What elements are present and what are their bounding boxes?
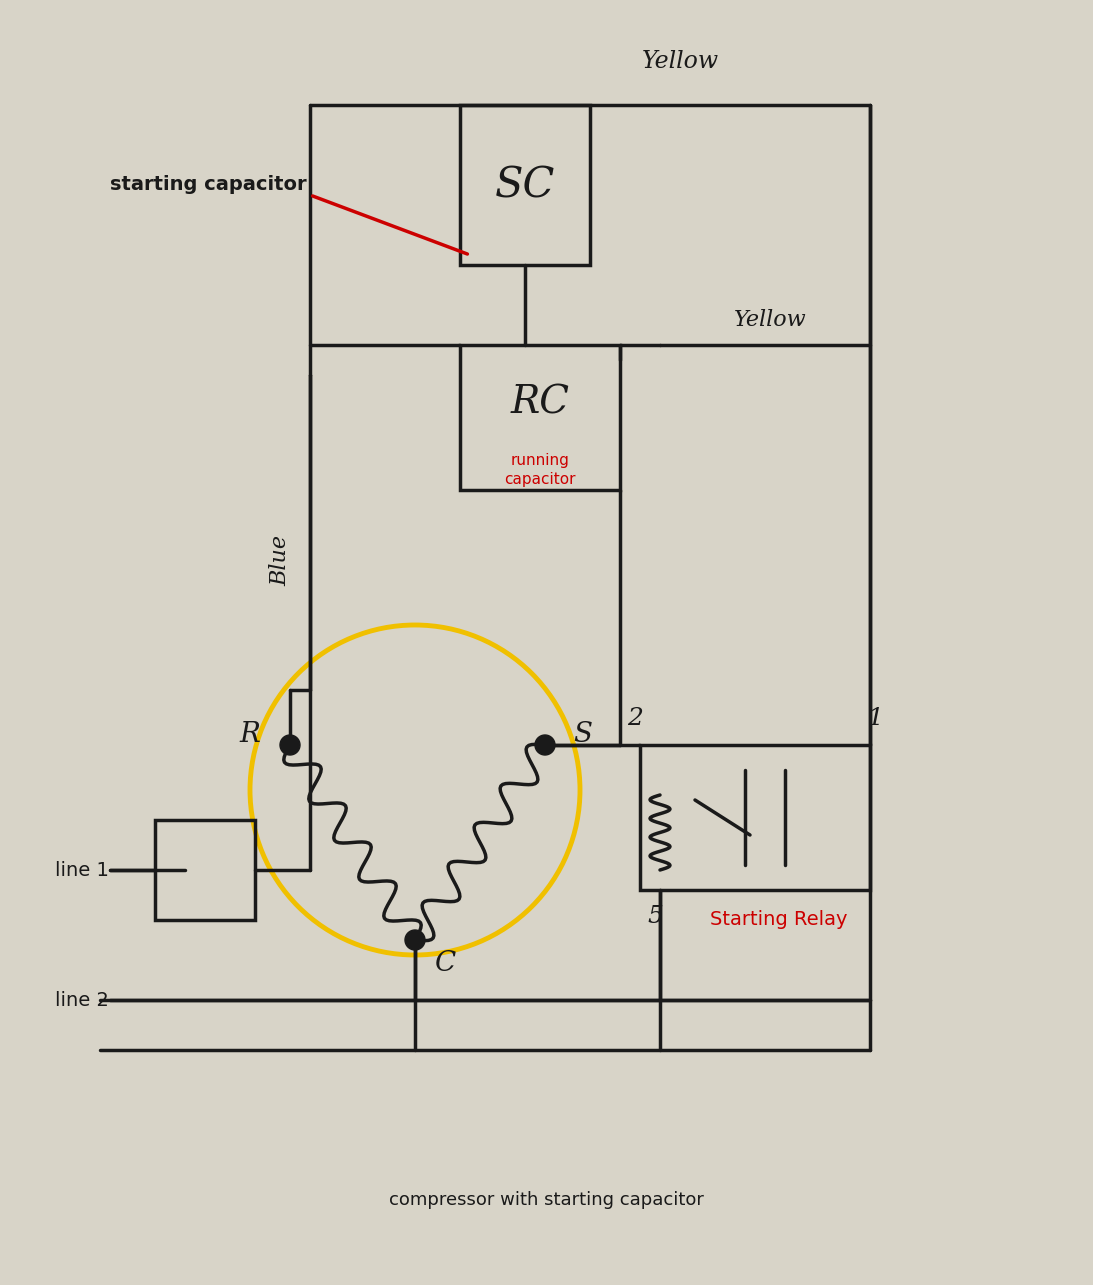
Bar [640,745,870,891]
Bar [155,820,255,920]
Text: Starting Relay: Starting Relay [710,910,847,929]
Text: running
capacitor: running capacitor [504,454,576,487]
Text: Yellow: Yellow [642,50,718,73]
Text: C: C [435,950,456,977]
Text: 1: 1 [867,707,883,730]
Circle shape [534,735,555,756]
Text: compressor with starting capacitor: compressor with starting capacitor [389,1191,704,1209]
Bar [460,344,620,490]
Text: line 1: line 1 [55,861,109,879]
Text: Yellow: Yellow [733,308,807,332]
Text: SC: SC [495,164,555,206]
Bar [460,105,590,265]
Text: Blue: Blue [269,535,291,586]
Circle shape [406,930,425,950]
Text: line 2: line 2 [55,991,109,1010]
Text: 5: 5 [647,905,663,928]
Text: 2: 2 [627,707,643,730]
Text: R: R [239,721,260,748]
Text: RC: RC [510,384,569,421]
Text: S: S [573,721,592,748]
Text: starting capacitor: starting capacitor [110,176,307,194]
Circle shape [280,735,299,756]
